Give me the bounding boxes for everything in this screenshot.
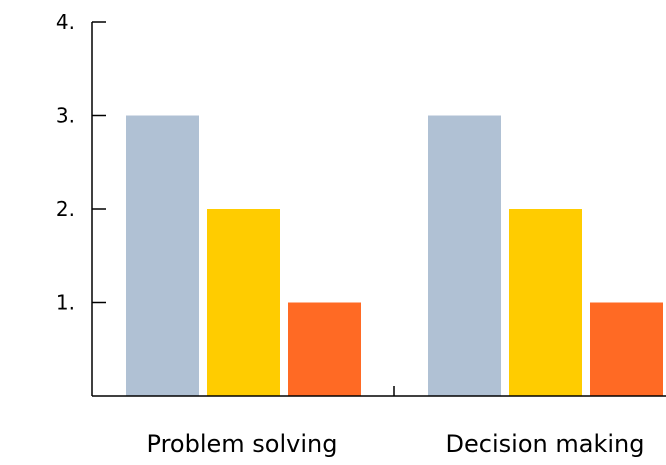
bar-1-series-3 [288, 303, 361, 397]
bar-2-series-1 [428, 116, 501, 397]
bars-group [126, 116, 663, 397]
bar-1-series-1 [126, 116, 199, 397]
y-tick-label-3: 3. [56, 104, 75, 128]
y-tick-label-2: 2. [56, 197, 75, 221]
y-tick-label-1: 1. [56, 291, 75, 315]
x-category-label-1: Problem solving [147, 430, 338, 458]
bar-1-series-2 [207, 209, 280, 396]
x-category-label-2: Decision making [446, 430, 645, 458]
bar-2-series-3 [590, 303, 663, 397]
bar-2-series-2 [509, 209, 582, 396]
y-tick-label-4: 4. [56, 10, 75, 34]
